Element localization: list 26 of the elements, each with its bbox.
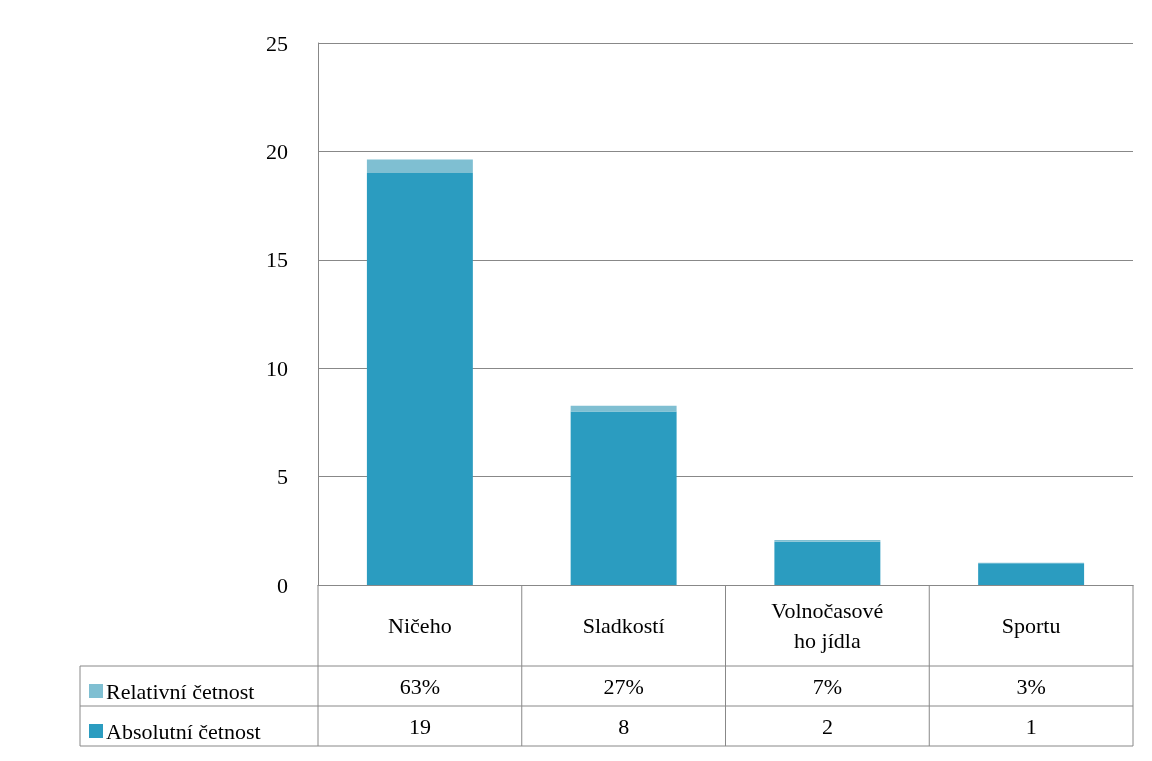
bar (774, 541, 881, 585)
data-label: 3% (1016, 673, 1046, 699)
x-tick-label: Ničeho (388, 612, 452, 638)
data-label: 2 (821, 713, 833, 739)
data-label: 27% (603, 673, 644, 699)
legend-label: Relativní četnost (106, 678, 255, 704)
y-tick-label: 0 (277, 572, 288, 598)
x-tick-label: Sladkostí (582, 612, 665, 638)
y-tick-label: 25 (266, 30, 288, 56)
data-label: 19 (408, 713, 431, 739)
bar (570, 411, 677, 585)
bar (570, 405, 677, 412)
y-tick-label: 20 (266, 138, 288, 164)
data-label: 7% (812, 673, 843, 699)
bar (366, 159, 473, 174)
y-tick-label: 10 (266, 355, 288, 381)
data-label: 8 (618, 713, 630, 739)
bar (366, 173, 473, 585)
y-tick-label: 15 (266, 247, 288, 273)
x-tick-label: Sportu (1001, 612, 1061, 638)
bar (978, 563, 1085, 585)
data-label: 1 (1025, 713, 1037, 739)
y-tick-label: 5 (277, 464, 288, 490)
x-tick-label: Volnočasového jídla (771, 597, 884, 653)
legend-label: Absolutní četnost (106, 718, 261, 744)
data-label: 63% (399, 673, 441, 699)
